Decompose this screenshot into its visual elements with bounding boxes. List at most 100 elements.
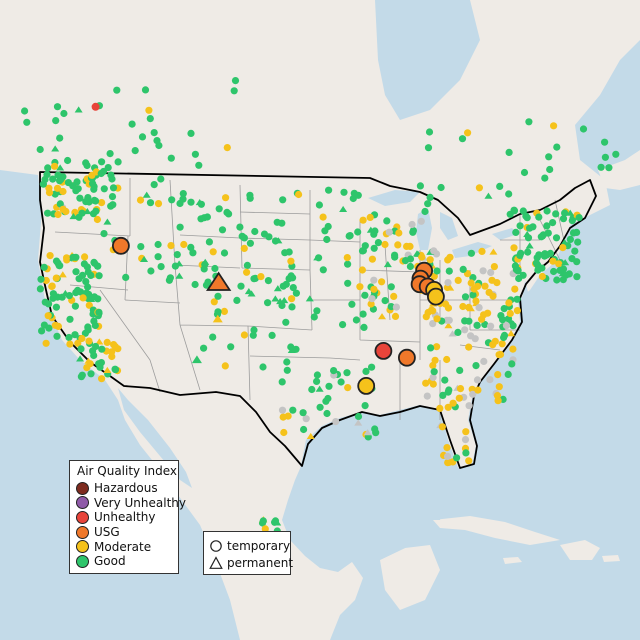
monitor-point [243, 261, 251, 269]
monitor-point [569, 229, 578, 237]
monitor-point [510, 207, 519, 215]
monitor-point [91, 259, 99, 267]
legend-label: permanent [227, 555, 294, 570]
monitor-point [98, 199, 106, 207]
monitor-point [472, 362, 480, 370]
monitor-point [470, 285, 478, 293]
monitor-point [426, 256, 434, 264]
monitor-point [261, 525, 269, 533]
monitor-point-large [374, 341, 393, 360]
monitor-point [53, 103, 62, 111]
monitor-point [98, 158, 106, 166]
monitor-point-large [112, 236, 130, 255]
monitor-point [306, 432, 315, 440]
legend-label: Hazardous [94, 481, 158, 496]
monitor-point [74, 185, 82, 193]
monitor-point [56, 164, 65, 171]
monitor-point [141, 86, 150, 94]
monitor-point [167, 154, 175, 162]
monitor-point [131, 147, 139, 155]
monitor-point [72, 268, 80, 276]
monitor-point [512, 228, 520, 236]
monitor-point [85, 337, 93, 345]
monitor-type-legend: temporary permanent [203, 531, 294, 575]
monitor-point [502, 322, 511, 330]
legend-label: USG [94, 525, 120, 540]
monitor-point [509, 345, 517, 353]
monitor-point [295, 190, 303, 199]
monitor-point [95, 272, 103, 280]
monitor-point [390, 292, 398, 300]
monitor-point [92, 207, 100, 215]
monitor-point [433, 315, 441, 323]
monitor-point [385, 228, 393, 236]
monitor-point [416, 182, 424, 190]
monitor-point [316, 403, 324, 411]
monitor-point [85, 301, 93, 309]
monitor-point [233, 296, 241, 304]
monitor-point [427, 344, 435, 352]
monitor-point [65, 333, 73, 342]
monitor-point [391, 312, 400, 320]
monitor-point [378, 278, 386, 286]
monitor-point [44, 209, 52, 217]
monitor-point [73, 178, 81, 186]
monitor-point [601, 153, 610, 161]
monitor-point [525, 242, 534, 249]
monitor-point [173, 251, 181, 259]
monitor-point [370, 285, 378, 293]
aqi-legend: Air Quality Index Hazardous Very Unhealt… [69, 460, 186, 574]
monitor-point [481, 282, 489, 290]
monitor-point [513, 295, 521, 303]
monitor-point [515, 274, 523, 283]
monitor-point [361, 402, 369, 410]
monitor-point-large [357, 376, 376, 395]
monitor-point [74, 106, 83, 113]
monitor-point [165, 276, 173, 284]
monitor-point [218, 226, 227, 234]
monitor-point [403, 242, 411, 250]
monitor-point-large [206, 271, 232, 291]
monitor-point [52, 274, 60, 282]
monitor-point [56, 134, 64, 142]
monitor-point-large [397, 348, 416, 367]
monitor-point [76, 194, 84, 202]
monitor-point [459, 302, 467, 311]
monitor-point [236, 223, 244, 231]
monitor-point [81, 253, 89, 261]
monitor-point [566, 209, 575, 216]
monitor-point [42, 339, 50, 347]
monitor-point [167, 242, 175, 250]
monitor-point [529, 223, 537, 231]
monitor-point [57, 175, 65, 183]
monitor-point [108, 175, 116, 183]
monitor-point [238, 232, 246, 240]
monitor-point [84, 194, 92, 202]
monitor-point [41, 175, 49, 184]
monitor-point [211, 264, 219, 273]
monitor-point [497, 312, 505, 320]
monitor-point [370, 244, 378, 252]
monitor-point [475, 184, 483, 192]
monitor-point [573, 273, 581, 281]
legend-title: Air Quality Index [76, 464, 178, 478]
monitor-point [562, 271, 570, 279]
monitor-point [575, 214, 583, 222]
monitor-point [36, 145, 44, 154]
monitor-point [187, 243, 195, 251]
monitor-point [348, 300, 356, 308]
us-border [39, 171, 597, 469]
monitor-point [491, 337, 499, 345]
monitor-point [361, 291, 369, 299]
monitor-point [278, 406, 287, 414]
monitor-point [51, 321, 59, 329]
monitor-point [330, 367, 338, 375]
monitor-point [363, 429, 372, 436]
usg-swatch-icon [76, 525, 89, 539]
monitor-point [612, 150, 620, 158]
monitor-point [466, 305, 475, 312]
monitor-point [479, 267, 487, 275]
monitor-point [433, 343, 441, 351]
monitor-point-large [426, 287, 445, 306]
monitor-point [505, 299, 513, 307]
